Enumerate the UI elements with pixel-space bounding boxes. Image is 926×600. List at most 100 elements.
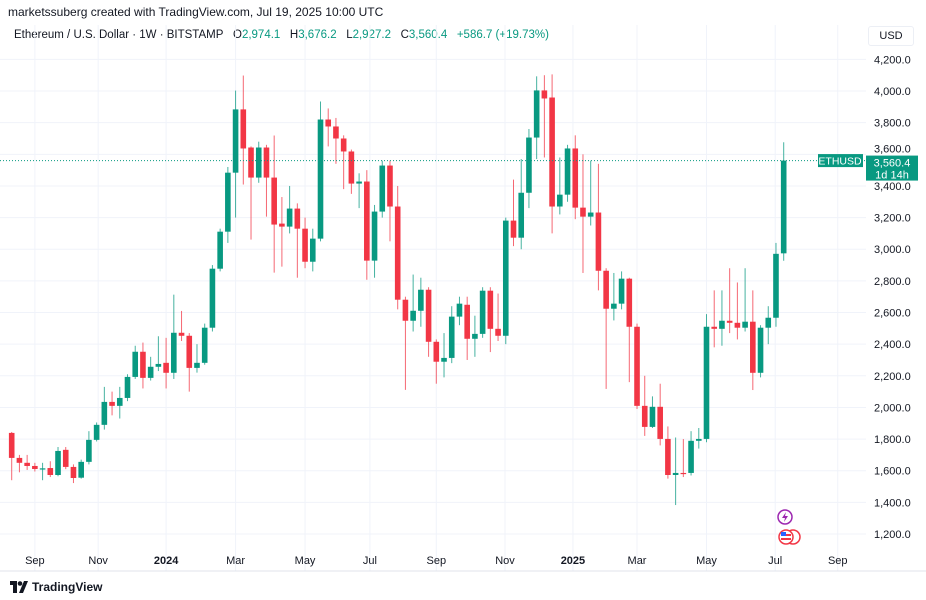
candle-body [394, 206, 401, 300]
candle [649, 396, 656, 429]
candle-body [402, 299, 409, 321]
candle [719, 290, 725, 346]
candle [711, 290, 718, 348]
candle [557, 157, 563, 215]
price-tick-label: 2,800.0 [874, 276, 911, 288]
last-price-value: 3,560.4 [874, 158, 911, 170]
currency-button[interactable]: USD [868, 26, 914, 46]
candle [533, 76, 540, 160]
candle-body [371, 211, 378, 261]
lightning-event-icon[interactable] [777, 509, 793, 525]
candle [155, 336, 162, 372]
candle [502, 217, 509, 345]
candle-body [240, 109, 247, 149]
candle-body [634, 326, 640, 406]
candle-body [340, 138, 347, 152]
candle [487, 287, 494, 353]
candle-body [78, 461, 84, 478]
candle [371, 204, 378, 278]
candle [294, 203, 301, 278]
candle [665, 426, 671, 479]
candle-body [410, 310, 416, 321]
time-tick-label: May [295, 555, 316, 567]
candle-body [163, 362, 169, 373]
candle [641, 375, 648, 436]
time-tick-label: Jul [363, 555, 377, 567]
price-tick-label: 2,000.0 [874, 402, 911, 414]
time-axis[interactable]: Sep Nov 2024 Mar May Jul Sep Nov 2025 Mar May Jul Se… [25, 555, 847, 567]
candle [124, 374, 131, 402]
candle-body [171, 332, 177, 373]
candle-body [510, 220, 517, 238]
price-tick-label: 2,400.0 [874, 339, 911, 351]
candle [379, 160, 386, 218]
candle-body [255, 147, 262, 178]
price-axis[interactable]: 1,200.0 1,400.0 1,600.0 1,800.0 2,000.0 2,200… [874, 54, 911, 541]
last-price-label: ETHUSD 3,560.4 1d 14h [818, 154, 918, 182]
candle [178, 310, 185, 341]
candle [695, 428, 702, 449]
candle-body [502, 220, 509, 336]
tradingview-brand: TradingView [32, 580, 103, 594]
candle-body [757, 327, 764, 373]
candle [171, 294, 177, 379]
candle-body [132, 351, 139, 377]
candle-body [603, 270, 609, 309]
candle [240, 75, 247, 185]
price-tick-label: 3,400.0 [874, 181, 911, 193]
candle-body [317, 119, 324, 239]
candle-body [178, 332, 185, 336]
candle [8, 431, 15, 481]
candle [611, 272, 617, 321]
candle-body [780, 160, 787, 254]
candle-body [557, 194, 563, 207]
candle-body [86, 439, 92, 462]
us-flag-economic-event-icon[interactable] [778, 529, 801, 545]
symbol-title[interactable]: Ethereum / U.S. Dollar · 1W · BITSTAMP [14, 29, 224, 41]
candle [418, 277, 424, 327]
candle [209, 265, 216, 332]
candle-body [364, 181, 370, 261]
candle [325, 108, 332, 147]
candle-body [140, 351, 146, 378]
candle-body [433, 341, 440, 362]
symbol-legend: Ethereum / U.S. Dollar · 1W · BITSTAMP O… [14, 29, 549, 41]
time-tick-label: Sep [427, 555, 447, 567]
price-tick-label: 1,800.0 [874, 434, 911, 446]
candle [70, 464, 77, 484]
candle [595, 163, 602, 291]
candle-body [587, 212, 594, 217]
candle-body [734, 322, 741, 328]
candle [587, 160, 594, 226]
candle [201, 323, 208, 365]
tradingview-logo[interactable]: TradingView [10, 580, 102, 594]
candle-body [232, 109, 239, 173]
price-tick-label: 3,600.0 [874, 144, 911, 156]
candle [62, 446, 69, 470]
price-tick-label: 2,200.0 [874, 371, 911, 383]
candle [47, 461, 54, 478]
price-tick-label: 4,000.0 [874, 86, 911, 98]
candle [672, 437, 679, 506]
candle [194, 344, 200, 373]
time-tick-label: Nov [495, 555, 515, 567]
candle-body [356, 181, 362, 184]
candle-body [24, 462, 30, 466]
time-tick-label: Sep [828, 555, 848, 567]
candle-body [201, 327, 208, 363]
candle [688, 431, 694, 476]
candle-body [464, 304, 470, 339]
candle-body [209, 268, 216, 328]
chart-credit: marketssuberg created with TradingView.c… [8, 5, 384, 19]
candle-body [217, 231, 223, 269]
candle [163, 337, 169, 389]
candle-body [186, 335, 193, 368]
candle-body [750, 321, 756, 373]
candle [333, 117, 339, 164]
candle-body [472, 333, 478, 339]
candle-body [70, 466, 77, 478]
candle-body [39, 468, 46, 470]
candle [109, 391, 115, 416]
candle-body [8, 432, 15, 458]
